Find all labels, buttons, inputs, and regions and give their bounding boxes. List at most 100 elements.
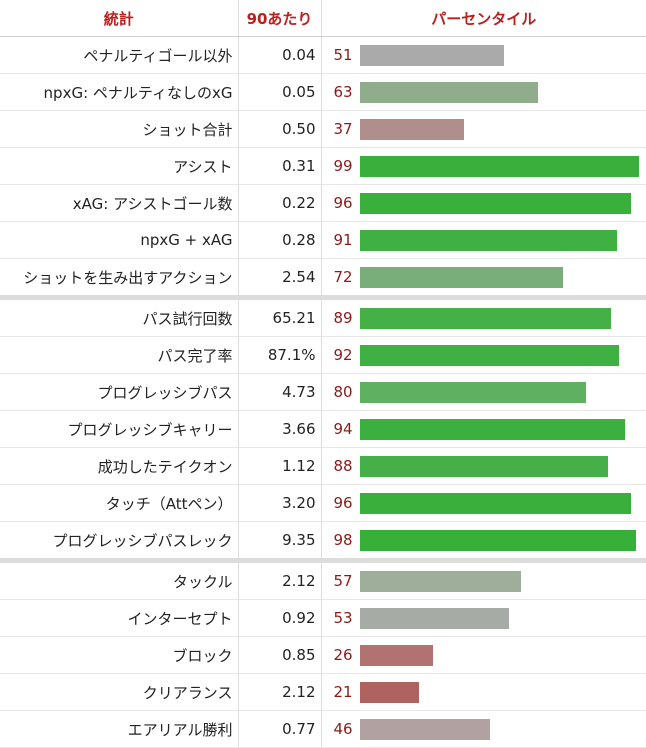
percentile-value: 88 xyxy=(333,457,353,475)
table-row: アシスト 0.31 99 xyxy=(0,147,646,185)
table-row: プログレッシブパスレック 9.35 98 xyxy=(0,521,646,563)
percentile-cell: 80 xyxy=(321,373,646,411)
stat-name: npxG + xAG xyxy=(0,221,239,259)
percentile-bar xyxy=(359,193,631,214)
per90-value: 2.54 xyxy=(238,258,322,300)
percentile-cell: 96 xyxy=(321,484,646,522)
percentile-value: 96 xyxy=(333,494,353,512)
stat-name: クリアランス xyxy=(0,673,239,711)
percentile-value: 99 xyxy=(333,157,353,175)
per90-column-header[interactable]: 90あたり xyxy=(238,0,322,37)
percentile-cell: 26 xyxy=(321,636,646,674)
percentile-column-header[interactable]: パーセンタイル xyxy=(321,0,646,37)
stat-name: インターセプト xyxy=(0,599,239,637)
percentile-value: 72 xyxy=(333,268,353,286)
per90-value: 3.20 xyxy=(238,484,322,522)
percentile-value: 51 xyxy=(333,46,353,64)
percentile-cell: 96 xyxy=(321,184,646,222)
per90-value: 2.12 xyxy=(238,673,322,711)
percentile-bar xyxy=(359,156,639,177)
percentile-bar xyxy=(359,45,504,66)
percentile-bar xyxy=(359,119,464,140)
stat-name: プログレッシブパス xyxy=(0,373,239,411)
per90-value: 2.12 xyxy=(238,560,322,600)
percentile-bar xyxy=(359,493,631,514)
per90-value: 65.21 xyxy=(238,297,322,337)
percentile-value: 98 xyxy=(333,531,353,549)
percentile-value: 89 xyxy=(333,309,353,327)
table-row: ショットを生み出すアクション 2.54 72 xyxy=(0,258,646,300)
table-row: npxG: ペナルティなしのxG 0.05 63 xyxy=(0,73,646,111)
table-body: ペナルティゴール以外 0.04 51 npxG: ペナルティなしのxG 0.05 63 ショ… xyxy=(0,36,646,748)
percentile-cell: 91 xyxy=(321,221,646,259)
per90-value: 0.04 xyxy=(238,36,322,74)
per90-value: 0.31 xyxy=(238,147,322,185)
table-row: パス試行回数 65.21 89 xyxy=(0,297,646,337)
percentile-bar xyxy=(359,608,509,629)
stat-name: ブロック xyxy=(0,636,239,674)
per90-value: 87.1% xyxy=(238,336,322,374)
table-row: npxG + xAG 0.28 91 xyxy=(0,221,646,259)
stat-name: パス完了率 xyxy=(0,336,239,374)
percentile-value: 96 xyxy=(333,194,353,212)
stat-name: アシスト xyxy=(0,147,239,185)
percentile-bar xyxy=(359,571,521,592)
percentile-cell: 46 xyxy=(321,710,646,748)
percentile-bar xyxy=(359,682,419,703)
stat-name: パス試行回数 xyxy=(0,297,239,337)
percentile-cell: 98 xyxy=(321,521,646,563)
per90-value: 0.22 xyxy=(238,184,322,222)
percentile-cell: 88 xyxy=(321,447,646,485)
percentile-bar xyxy=(359,82,538,103)
table-row: プログレッシブキャリー 3.66 94 xyxy=(0,410,646,448)
percentile-cell: 99 xyxy=(321,147,646,185)
percentile-bar xyxy=(359,345,619,366)
stat-name: ペナルティゴール以外 xyxy=(0,36,239,74)
stat-name: エアリアル勝利 xyxy=(0,710,239,748)
per90-value: 0.28 xyxy=(238,221,322,259)
per90-value: 0.50 xyxy=(238,110,322,148)
percentile-bar xyxy=(359,382,586,403)
table-row: クリアランス 2.12 21 xyxy=(0,673,646,711)
per90-value: 0.05 xyxy=(238,73,322,111)
percentile-value: 21 xyxy=(333,683,353,701)
percentile-bar xyxy=(359,530,636,551)
stat-name: プログレッシブパスレック xyxy=(0,521,239,563)
stat-name: ショット合計 xyxy=(0,110,239,148)
percentile-bar xyxy=(359,230,617,251)
percentile-cell: 72 xyxy=(321,258,646,300)
table-row: タッチ（Attペン） 3.20 96 xyxy=(0,484,646,522)
header-row: 統計 90あたり パーセンタイル xyxy=(0,0,646,37)
stat-name: プログレッシブキャリー xyxy=(0,410,239,448)
stat-name: ショットを生み出すアクション xyxy=(0,258,239,300)
percentile-bar xyxy=(359,645,433,666)
percentile-bar xyxy=(359,719,490,740)
per90-value: 0.85 xyxy=(238,636,322,674)
percentile-cell: 21 xyxy=(321,673,646,711)
stat-name: タッチ（Attペン） xyxy=(0,484,239,522)
percentile-cell: 57 xyxy=(321,560,646,600)
per90-value: 0.92 xyxy=(238,599,322,637)
percentile-bar xyxy=(359,267,563,288)
percentile-bar xyxy=(359,419,625,440)
per90-value: 0.77 xyxy=(238,710,322,748)
percentile-value: 57 xyxy=(333,572,353,590)
percentile-cell: 94 xyxy=(321,410,646,448)
percentile-cell: 53 xyxy=(321,599,646,637)
table-row: ブロック 0.85 26 xyxy=(0,636,646,674)
per90-value: 9.35 xyxy=(238,521,322,563)
table-row: ペナルティゴール以外 0.04 51 xyxy=(0,36,646,74)
percentile-value: 46 xyxy=(333,720,353,738)
per90-value: 1.12 xyxy=(238,447,322,485)
percentile-value: 63 xyxy=(333,83,353,101)
table-row: インターセプト 0.92 53 xyxy=(0,599,646,637)
table-row: xAG: アシストゴール数 0.22 96 xyxy=(0,184,646,222)
percentile-bar xyxy=(359,456,608,477)
stat-name: 成功したテイクオン xyxy=(0,447,239,485)
per90-value: 4.73 xyxy=(238,373,322,411)
table-row: 成功したテイクオン 1.12 88 xyxy=(0,447,646,485)
table-row: ショット合計 0.50 37 xyxy=(0,110,646,148)
stat-column-header[interactable]: 統計 xyxy=(0,0,239,37)
